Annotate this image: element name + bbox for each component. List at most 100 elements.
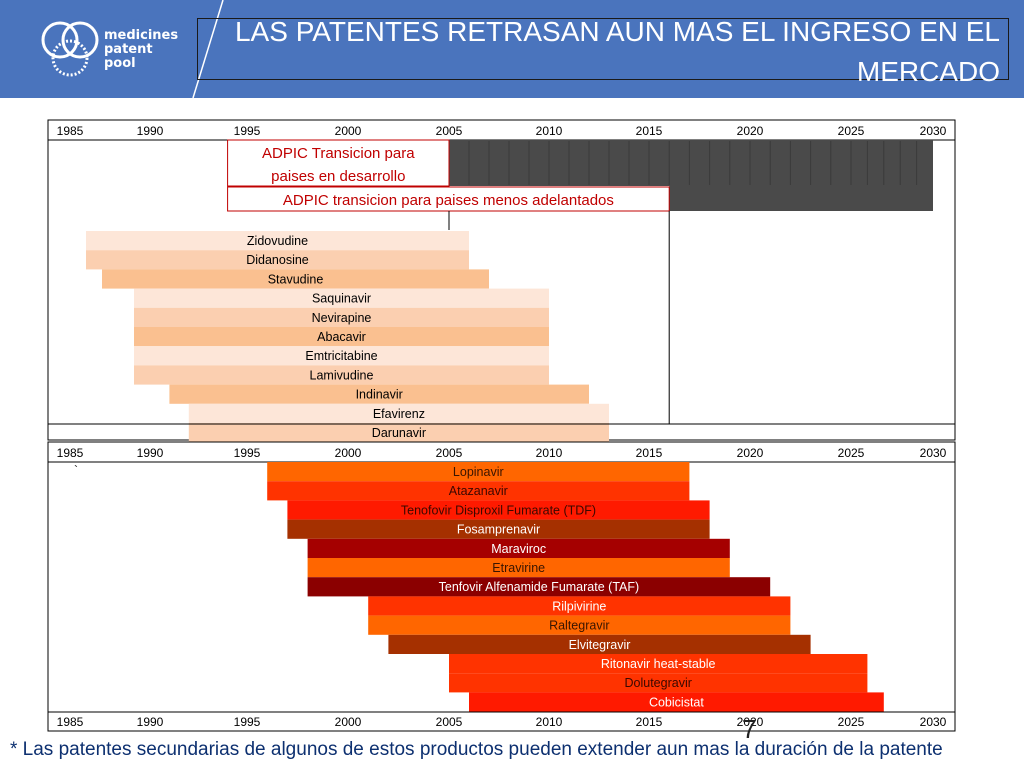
bar-darunavir — [188, 423, 610, 443]
bar-label-didanosine: Didanosine — [246, 253, 309, 267]
bar-abacavir — [134, 327, 549, 347]
mid-tick-label-2005: 2005 — [436, 446, 463, 460]
dark-period-upper — [449, 140, 933, 186]
bar-tenofovir-disproxil-fumarate-tdf- — [287, 500, 710, 520]
adpic-developing-box — [227, 139, 450, 187]
bar-label-maraviroc: Maraviroc — [491, 542, 546, 556]
bottom-tick-label-1990: 1990 — [137, 715, 164, 729]
bar-label-indinavir: Indinavir — [356, 388, 403, 402]
top-tick-label-2010: 2010 — [536, 124, 563, 138]
medicines-patent-pool-logo-icon — [41, 21, 99, 77]
mid-tick-label-1990: 1990 — [137, 446, 164, 460]
mid-tick-label-2000: 2000 — [335, 446, 362, 460]
bar-label-fosamprenavir: Fosamprenavir — [457, 523, 540, 537]
bar-label-lamivudine: Lamivudine — [310, 368, 374, 382]
bar-indinavir — [169, 384, 589, 404]
slash-divider — [192, 0, 224, 98]
bottom-tick-label-2030: 2030 — [920, 715, 947, 729]
top-tick-label-2015: 2015 — [636, 124, 663, 138]
mid-tick-label-2015: 2015 — [636, 446, 663, 460]
bar-raltegravir — [368, 615, 791, 635]
bar-label-tenfovir-alfenamide-fumarate-taf-: Tenfovir Alfenamide Fumarate (TAF) — [439, 580, 640, 594]
bar-saquinavir — [134, 288, 549, 308]
top-tick-label-2005: 2005 — [436, 124, 463, 138]
mid-tick-label-1995: 1995 — [234, 446, 261, 460]
title-box — [197, 18, 1009, 80]
bar-label-zidovudine: Zidovudine — [247, 234, 308, 248]
adpic-ldc-label: ADPIC transicion para paises menos adela… — [283, 192, 614, 209]
bottom-tick-label-2005: 2005 — [436, 715, 463, 729]
bar-emtricitabine — [134, 346, 549, 366]
top-tick-label-1985: 1985 — [57, 124, 84, 138]
bar-label-raltegravir: Raltegravir — [549, 619, 609, 633]
bar-label-efavirenz: Efavirenz — [373, 407, 425, 421]
bar-label-stavudine: Stavudine — [268, 272, 324, 286]
bar-cobicistat — [469, 692, 884, 712]
bar-label-saquinavir: Saquinavir — [312, 292, 371, 306]
bar-lamivudine — [134, 365, 549, 385]
bar-tenfovir-alfenamide-fumarate-taf- — [307, 577, 771, 597]
top-tick-label-1995: 1995 — [234, 124, 261, 138]
logo-text: medicines patent pool — [104, 29, 178, 71]
mid-tick-label-1985: 1985 — [57, 446, 84, 460]
bottom-tick-label-2000: 2000 — [335, 715, 362, 729]
bar-maraviroc — [307, 538, 730, 558]
stray-mark: ` — [74, 463, 78, 477]
bar-label-rilpivirine: Rilpivirine — [552, 599, 606, 613]
bottom-tick-label-2025: 2025 — [838, 715, 865, 729]
bar-label-emtricitabine: Emtricitabine — [305, 349, 377, 363]
bar-rilpivirine — [368, 596, 791, 616]
bar-label-tenofovir-disproxil-fumarate-tdf-: Tenofovir Disproxil Fumarate (TDF) — [401, 503, 596, 517]
bar-label-atazanavir: Atazanavir — [449, 484, 508, 498]
bar-efavirenz — [188, 403, 610, 423]
header-banner: medicines patent pool LAS PATENTES RETRA… — [0, 0, 1024, 98]
logo-line-3: pool — [104, 56, 136, 71]
bar-label-lopinavir: Lopinavir — [453, 465, 504, 479]
top-tick-label-2025: 2025 — [838, 124, 865, 138]
bar-fosamprenavir — [287, 519, 710, 539]
bar-label-abacavir: Abacavir — [317, 330, 366, 344]
bar-dolutegravir — [449, 673, 868, 693]
bar-lopinavir — [267, 462, 690, 482]
top-tick-label-2000: 2000 — [335, 124, 362, 138]
adpic-ldc-box — [227, 186, 670, 212]
bar-label-etravirine: Etravirine — [492, 561, 545, 575]
bar-didanosine — [86, 250, 469, 270]
adpic-developing-label-1: ADPIC Transicion para — [262, 145, 415, 162]
bottom-tick-label-1995: 1995 — [234, 715, 261, 729]
bar-stavudine — [102, 269, 489, 289]
bottom-panel-frame — [47, 441, 956, 732]
logo-line-1: medicines — [104, 28, 179, 43]
logo-line-2: patent — [104, 42, 153, 57]
bottom-tick-label-2010: 2010 — [536, 715, 563, 729]
top-tick-label-1990: 1990 — [137, 124, 164, 138]
bar-label-nevirapine: Nevirapine — [312, 311, 372, 325]
page-title-line-2: MERCADO — [856, 56, 1000, 87]
bottom-tick-label-2020: 2020 — [737, 715, 764, 729]
bar-ritonavir-heat-stable — [449, 654, 868, 674]
bar-label-cobicistat: Cobicistat — [649, 695, 704, 709]
footnote: * Las patentes secundarias de algunos de… — [10, 739, 943, 760]
adpic-developing-label-2: paises en desarrollo — [271, 168, 405, 185]
bar-nevirapine — [134, 307, 549, 327]
mid-tick-label-2030: 2030 — [920, 446, 947, 460]
mid-tick-label-2020: 2020 — [737, 446, 764, 460]
page-number: 7 — [742, 714, 757, 744]
page-title: LAS PATENTES RETRASAN AUN MAS EL INGRESO… — [220, 12, 1000, 92]
mid-tick-label-2025: 2025 — [838, 446, 865, 460]
bar-elvitegravir — [388, 634, 811, 654]
top-tick-label-2020: 2020 — [737, 124, 764, 138]
dark-period-lower — [669, 186, 933, 211]
mid-tick-label-2010: 2010 — [536, 446, 563, 460]
bar-atazanavir — [267, 481, 690, 501]
bottom-tick-label-2015: 2015 — [636, 715, 663, 729]
bottom-tick-label-1985: 1985 — [57, 715, 84, 729]
page-title-line-1: LAS PATENTES RETRASAN AUN MAS EL INGRESO… — [234, 16, 1000, 47]
bar-label-dolutegravir: Dolutegravir — [625, 676, 692, 690]
bar-label-darunavir: Darunavir — [372, 426, 426, 440]
bar-label-ritonavir-heat-stable: Ritonavir heat-stable — [601, 657, 716, 671]
bar-zidovudine — [86, 231, 469, 251]
bar-label-elvitegravir: Elvitegravir — [569, 638, 631, 652]
bar-etravirine — [307, 558, 730, 578]
